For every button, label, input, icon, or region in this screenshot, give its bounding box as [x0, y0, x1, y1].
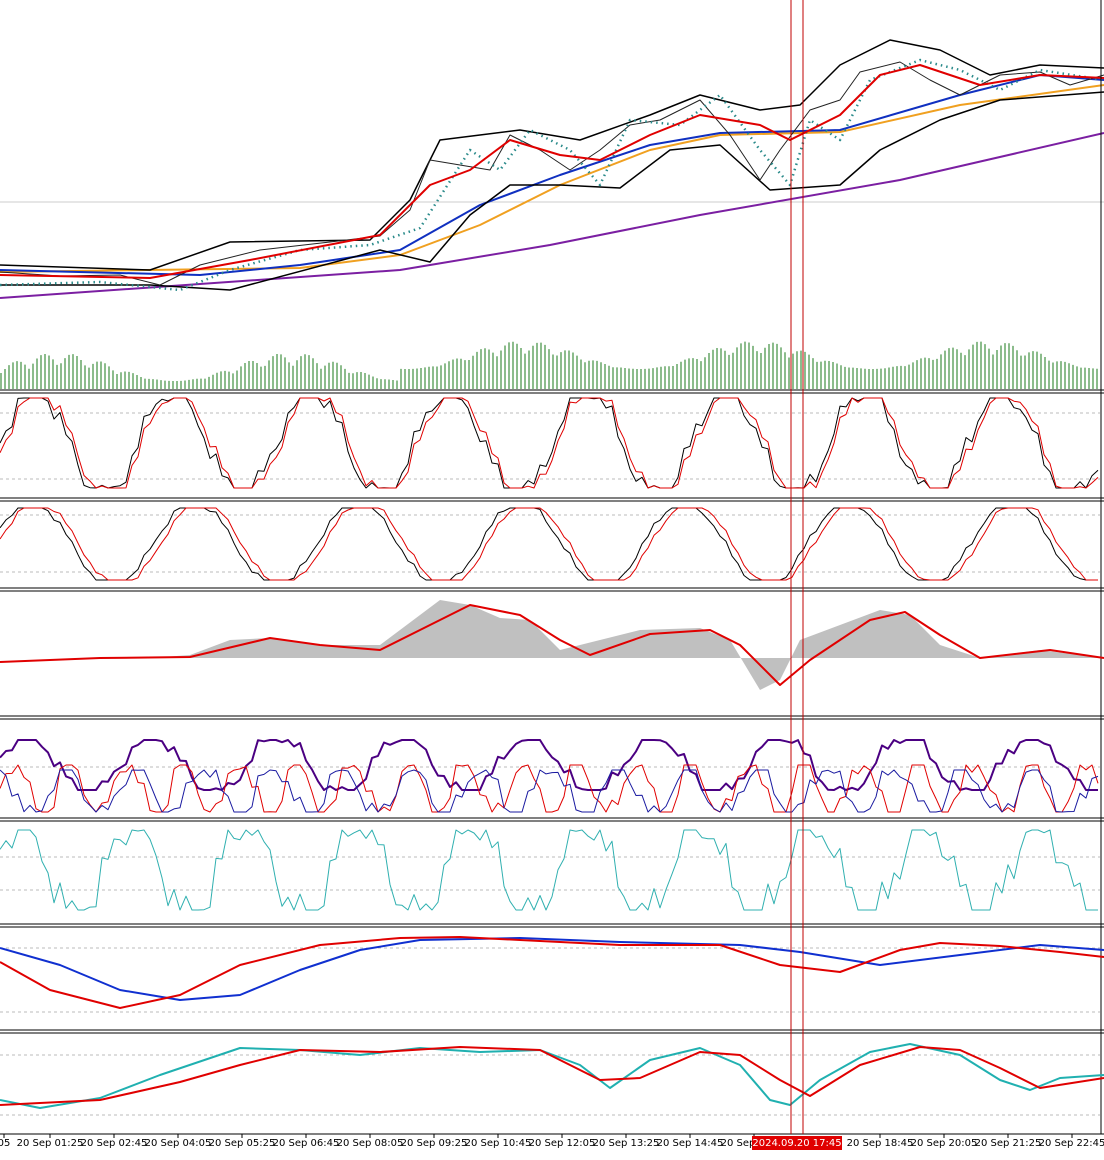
- macd-histogram: [0, 600, 1104, 690]
- crosshair-label-box: [752, 1136, 842, 1150]
- time-label: 20 Sep 04:05: [145, 1138, 212, 1149]
- time-label: 20 Sep 02:45: [81, 1138, 148, 1149]
- adx-line: [0, 739, 1098, 791]
- volume-bars: [0, 341, 1098, 389]
- stochastic-slow-main: [0, 507, 1098, 581]
- time-label: 20 Sep 05:25: [209, 1138, 276, 1149]
- price-candles: [0, 61, 1104, 286]
- time-label: 05: [0, 1138, 10, 1149]
- stochastic-slow-signal: [0, 507, 1098, 581]
- slow-line-blue: [0, 937, 1104, 1001]
- time-label: 20 Sep 13:25: [593, 1138, 660, 1149]
- time-label: 20 Sep 01:25: [17, 1138, 84, 1149]
- osc-red: [0, 1046, 1104, 1106]
- time-label: 20 Sep 20:05: [911, 1138, 978, 1149]
- time-label: 20 Sep 08:05: [337, 1138, 404, 1149]
- ma-orange: [0, 84, 1104, 273]
- oscillators: [0, 397, 1099, 911]
- parabolic-sar: [0, 58, 1104, 292]
- cci-line: [0, 829, 1098, 911]
- bollinger-upper: [0, 39, 1104, 271]
- time-label: 20 Sep 14:45: [657, 1138, 724, 1149]
- pane-separators: [0, 0, 1104, 1135]
- slow-line-red: [0, 936, 1104, 1009]
- time-label: 20 Sep 22:45: [1039, 1138, 1104, 1149]
- time-label: 20 Sep 06:45: [273, 1138, 340, 1149]
- bollinger-lower: [0, 91, 1104, 291]
- stochastic-signal: [0, 397, 1099, 489]
- time-label: 20 Sep 09:25: [401, 1138, 468, 1149]
- ma-red: [0, 64, 1104, 279]
- ma-slow: [0, 132, 1104, 299]
- macd-signal: [0, 604, 1104, 686]
- time-label: 20 Sep 18:45: [847, 1138, 914, 1149]
- osc-teal: [0, 1043, 1104, 1109]
- ma-blue: [0, 74, 1104, 276]
- crosshair-label: 2024.09.20 17:45: [752, 1138, 841, 1149]
- time-label: 20 Sep 21:25: [975, 1138, 1042, 1149]
- plus-di: [0, 764, 1099, 813]
- time-label: 20 Sep 10:45: [465, 1138, 532, 1149]
- time-label: 20 Sep 12:05: [529, 1138, 596, 1149]
- minus-di: [0, 769, 1099, 813]
